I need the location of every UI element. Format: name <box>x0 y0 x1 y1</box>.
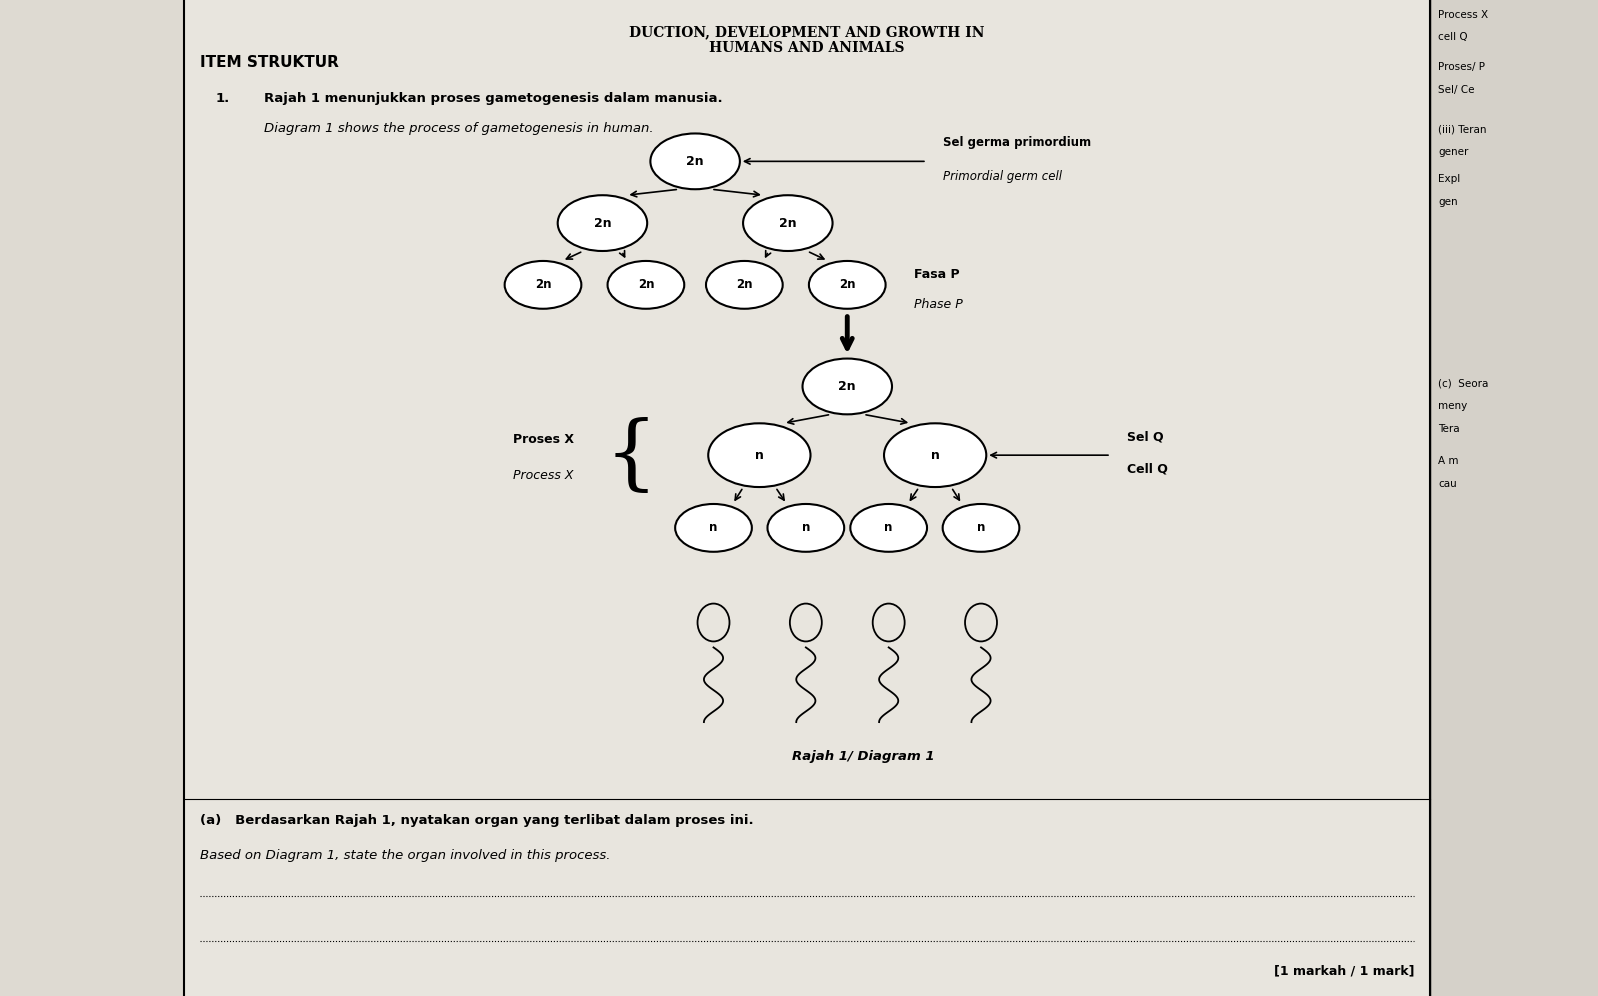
Text: n: n <box>930 448 940 462</box>
Text: cell Q: cell Q <box>1438 32 1469 42</box>
Text: (a)   Berdasarkan Rajah 1, nyatakan organ yang terlibat dalam proses ini.: (a) Berdasarkan Rajah 1, nyatakan organ … <box>200 814 753 827</box>
Circle shape <box>802 359 892 414</box>
Text: 2n: 2n <box>593 216 612 230</box>
FancyBboxPatch shape <box>1430 0 1598 996</box>
Text: 1.: 1. <box>216 92 230 105</box>
Text: 2n: 2n <box>638 278 654 292</box>
Circle shape <box>943 504 1020 552</box>
Text: Based on Diagram 1, state the organ involved in this process.: Based on Diagram 1, state the organ invo… <box>200 849 610 862</box>
Text: 2n: 2n <box>686 154 705 168</box>
Text: 2n: 2n <box>535 278 551 292</box>
Text: Expl: Expl <box>1438 174 1461 184</box>
Text: n: n <box>884 521 893 535</box>
Text: cau: cau <box>1438 479 1457 489</box>
Text: Sel Q: Sel Q <box>1127 430 1163 443</box>
Text: 2n: 2n <box>839 278 855 292</box>
Text: Sel germa primordium: Sel germa primordium <box>943 136 1091 149</box>
Text: A m: A m <box>1438 456 1459 466</box>
Text: DUCTION, DEVELOPMENT AND GROWTH IN
HUMANS AND ANIMALS: DUCTION, DEVELOPMENT AND GROWTH IN HUMAN… <box>630 25 984 55</box>
Circle shape <box>650 133 740 189</box>
Circle shape <box>706 261 783 309</box>
Text: {: { <box>606 417 658 497</box>
Text: Cell Q: Cell Q <box>1127 462 1168 475</box>
Text: n: n <box>754 448 764 462</box>
Text: Rajah 1/ Diagram 1: Rajah 1/ Diagram 1 <box>793 750 935 763</box>
Circle shape <box>505 261 582 309</box>
Circle shape <box>809 261 885 309</box>
Text: meny: meny <box>1438 401 1467 411</box>
Text: n: n <box>976 521 986 535</box>
Text: Primordial germ cell: Primordial germ cell <box>943 170 1061 183</box>
Circle shape <box>558 195 647 251</box>
Text: (iii) Teran: (iii) Teran <box>1438 124 1486 134</box>
Text: ITEM STRUKTUR: ITEM STRUKTUR <box>200 55 339 70</box>
Text: Tera: Tera <box>1438 424 1461 434</box>
Text: (c)  Seora: (c) Seora <box>1438 378 1489 388</box>
Circle shape <box>884 423 986 487</box>
FancyBboxPatch shape <box>184 0 1430 996</box>
Text: Phase P: Phase P <box>914 298 964 312</box>
Text: Fasa P: Fasa P <box>914 268 960 282</box>
Text: Process X: Process X <box>1438 10 1488 20</box>
Circle shape <box>676 504 753 552</box>
Text: gen: gen <box>1438 197 1457 207</box>
Text: 2n: 2n <box>778 216 797 230</box>
Text: n: n <box>710 521 718 535</box>
Text: Proses/ P: Proses/ P <box>1438 62 1485 72</box>
Text: Sel/ Ce: Sel/ Ce <box>1438 85 1475 95</box>
Circle shape <box>767 504 844 552</box>
Circle shape <box>708 423 810 487</box>
Circle shape <box>607 261 684 309</box>
Text: [1 markah / 1 mark]: [1 markah / 1 mark] <box>1274 964 1414 977</box>
Text: 2n: 2n <box>839 379 857 393</box>
Text: Diagram 1 shows the process of gametogenesis in human.: Diagram 1 shows the process of gametogen… <box>264 122 654 134</box>
Text: Process X: Process X <box>513 468 574 482</box>
Text: gener: gener <box>1438 147 1469 157</box>
Text: n: n <box>802 521 810 535</box>
Text: Rajah 1 menunjukkan proses gametogenesis dalam manusia.: Rajah 1 menunjukkan proses gametogenesis… <box>264 92 722 105</box>
Circle shape <box>850 504 927 552</box>
Text: Proses X: Proses X <box>513 432 574 446</box>
Circle shape <box>743 195 833 251</box>
Text: 2n: 2n <box>737 278 753 292</box>
